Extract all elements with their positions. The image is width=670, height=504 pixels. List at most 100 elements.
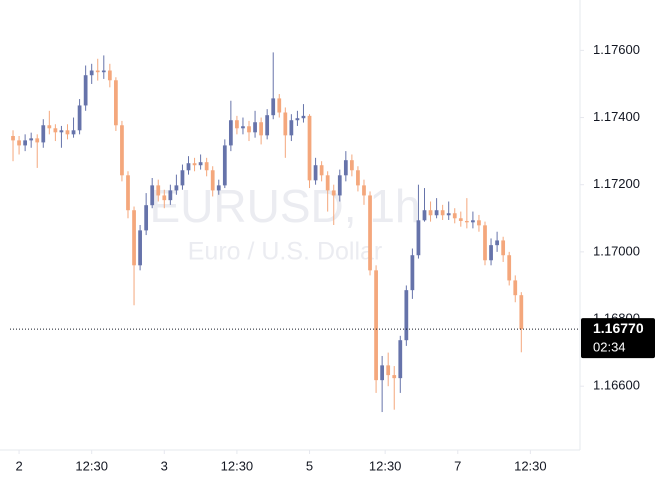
candle-body [295,118,300,121]
y-tick-label: 1.17000 [593,243,640,258]
candle-body [313,165,318,181]
candle-body [168,190,173,201]
candle-body [53,128,58,133]
candle-body [216,185,221,191]
candle-body [513,280,518,296]
candle-body [17,140,21,146]
candle-body [235,120,239,129]
y-tick-label: 1.17400 [593,109,640,124]
candle-body [174,185,179,191]
candle-body [507,255,512,281]
candle-body [446,213,451,216]
candle-body [138,230,142,266]
candle-body [65,130,70,135]
candle-body [483,225,487,261]
candle-body [150,185,155,206]
x-tick-label: 12:30 [221,458,254,473]
candle-body [501,240,506,256]
last-price-box [581,318,655,359]
candle-body [186,163,191,171]
candle-body [259,122,263,136]
candle-body [416,220,421,256]
candle-body [83,75,88,106]
candle-body [101,70,106,73]
candle-body [126,175,130,211]
x-tick-label: 12:30 [514,458,547,473]
candle-body [41,125,46,143]
candle-body [331,190,336,196]
last-price-label: 1.16770 [593,320,644,336]
candle-body [368,195,372,271]
candle-body [241,126,245,129]
candle-body [204,162,209,171]
candle-body [89,70,94,76]
candle-body [404,290,409,341]
candle-body [392,375,397,379]
candle-body [283,112,288,136]
candle-body [452,213,457,219]
candle-body [386,365,391,376]
candle-body [210,170,215,191]
candle-body [47,125,52,129]
candle-body [29,138,34,141]
x-tick-label: 5 [306,458,313,473]
candle-body [265,115,270,136]
candle-body [23,140,28,146]
y-tick-label: 1.17600 [593,42,640,57]
candle-body [289,120,294,136]
candle-body [374,270,378,381]
candle-body [95,70,100,73]
candle-body [277,98,282,113]
candle-body [107,70,112,81]
candle-body [59,130,64,133]
candle-body [495,240,499,246]
candle-body [434,210,439,216]
y-tick-label: 1.16600 [593,378,640,393]
x-tick-label: 12:30 [369,458,402,473]
candle-body [144,205,149,231]
candle-body [192,163,197,166]
candle-body [271,98,276,116]
y-tick-label: 1.17200 [593,176,640,191]
candle-body [71,130,76,135]
candle-body [440,210,445,216]
candle-body [180,170,185,186]
watermark-symbol: EURUSD, 1h [150,180,421,232]
candle-body [222,145,227,186]
watermark-description: Euro / U.S. Dollar [188,238,383,266]
candle-body [307,115,312,181]
candle-body [380,365,385,381]
candle-body [120,125,124,176]
x-tick-label: 12:30 [75,458,108,473]
x-tick-label: 3 [161,458,168,473]
candle-body [489,245,493,261]
candle-body [319,165,324,176]
candle-body [35,138,40,143]
candle-body [477,220,481,226]
candle-body [422,210,427,221]
candle-body [471,220,475,223]
candle-body [398,340,403,379]
candle-body [356,170,360,186]
candle-body [519,295,524,330]
candle-body [410,255,415,291]
candle-body [162,195,167,201]
x-tick-label: 7 [454,458,461,473]
candle-body [325,175,330,191]
candle-body [156,185,161,196]
countdown-label: 02:34 [593,340,626,355]
candle-body [343,160,348,176]
candle-body [362,185,366,196]
candle-body [253,122,257,133]
candle-body [114,80,118,126]
candle-body [464,220,469,223]
candle-body [132,210,136,266]
candle-body [458,218,463,221]
x-tick-label: 2 [15,458,22,473]
candle-body [301,115,306,119]
candle-body [198,162,203,166]
candle-body [228,120,233,146]
